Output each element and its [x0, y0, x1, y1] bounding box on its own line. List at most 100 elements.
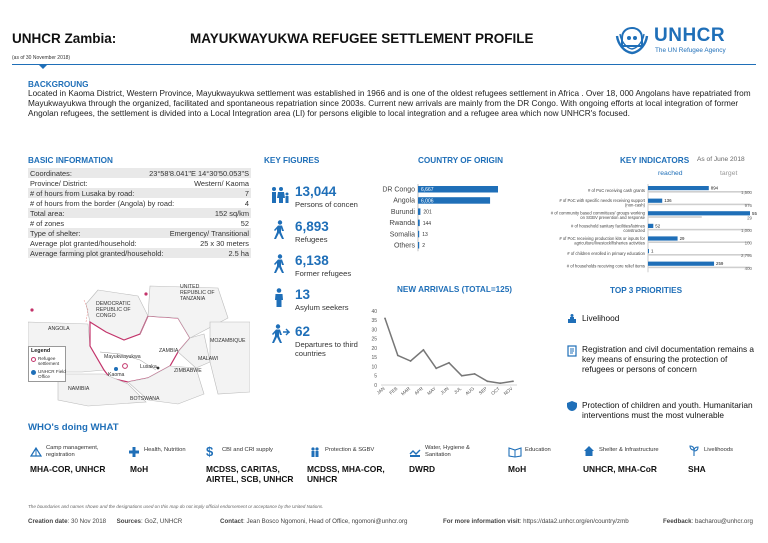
arrivals-ytick-label: 40 — [371, 309, 377, 315]
map-label-angola: ANGOLA — [48, 326, 70, 332]
figure-departures-value: 62 — [295, 324, 311, 339]
footer-disclaimer: The boundaries and names shown and the d… — [28, 504, 324, 509]
arrivals-point — [435, 367, 438, 370]
legend-refugee: Refugee settlement — [38, 356, 60, 366]
indicator-reached-bar — [648, 211, 750, 216]
origin-value-label: 13 — [422, 232, 428, 238]
origin-value-label: 6,667 — [421, 187, 434, 193]
family-icon — [270, 186, 290, 209]
background-text: Located in Kaoma District, Western Provi… — [28, 89, 751, 119]
legend-title: Legend — [31, 348, 51, 354]
key-figures-title: KEY FIGURES — [264, 156, 320, 165]
arrivals-xtick-label: SEP — [478, 386, 488, 396]
who-category-cbi: CBI and CRI supply — [222, 447, 273, 453]
origin-category-label: DR Congo — [382, 187, 415, 194]
contact-value: Jean Bosco Ngomoni, Head of Office, ngom… — [246, 518, 408, 525]
arrivals-xtick-label: APR — [414, 386, 425, 396]
origin-bar — [418, 230, 420, 238]
arrivals-point — [499, 382, 502, 385]
arrivals-xtick-label: MAR — [400, 386, 412, 397]
figure-refugees-label: Refugees — [295, 235, 328, 244]
person-icon — [273, 288, 285, 313]
origin-bar — [418, 219, 420, 227]
country-title: UNHCR Zambia: — [12, 31, 117, 46]
priorities-title: TOP 3 PRIORITIES — [610, 286, 683, 295]
indicator-reached-bar — [648, 261, 715, 266]
indicator-label: # of household sanitary facilities/latri… — [571, 223, 645, 228]
map-label-zambia: ZAMBIA — [159, 348, 179, 354]
who-orgs-camp: MHA-COR, UNHCR — [30, 464, 106, 474]
indicator-label: # of households receiving core relief it… — [567, 264, 645, 269]
figure-asylum-value: 13 — [295, 287, 311, 302]
indicator-reached-bar — [648, 249, 649, 254]
arrivals-point — [422, 348, 425, 351]
field-office-icon — [31, 370, 36, 375]
arrivals-ytick-label: 25 — [371, 337, 377, 343]
logo-subtitle: The UN Refugee Agency — [655, 47, 726, 54]
table-row: # of hours from the border (Angola) by r… — [30, 198, 249, 208]
footer-contact: Contact: Jean Bosco Ngomoni, Head of Off… — [220, 518, 408, 525]
origin-value-label: 201 — [423, 210, 432, 216]
indicator-target-bar — [648, 241, 750, 243]
creation-value: 30 Nov 2018 — [71, 518, 107, 525]
map-label-tanzania: UNITED REPUBLIC OF TANZANIA — [180, 284, 215, 302]
origin-category-label: Somalia — [390, 231, 415, 238]
feedback-link[interactable]: bacharou@unhcr.org — [695, 518, 753, 525]
contact-label: Contact — [220, 518, 244, 525]
sources-value: GoZ, UNHCR — [144, 518, 183, 525]
camp-management-icon — [29, 445, 43, 463]
map-label-lusaka: Lusaka — [140, 364, 157, 370]
who-doing-what-title: WHO's doing WHAT — [28, 422, 119, 433]
arrivals-ytick-label: 35 — [371, 318, 377, 324]
table-row: Average plot granted/household: 25 x 30 m… — [30, 238, 249, 248]
arrivals-xtick-label: JUN — [440, 386, 450, 396]
table-row: # of zones 52 — [30, 218, 249, 228]
info-link[interactable]: https://data2.unhcr.org/en/country/zmb — [523, 518, 629, 525]
logo-text: UNHCR — [654, 25, 726, 46]
who-orgs-livelihoods: SHA — [688, 464, 706, 474]
education-icon — [508, 445, 522, 463]
figure-former-label: Former refugees — [295, 269, 352, 278]
arrivals-point — [473, 373, 476, 375]
indicator-reached-label: 55 — [752, 211, 757, 216]
map-legend: Legend Refugee settlement UNHCR Field Of… — [28, 346, 66, 382]
feedback-label: Feedback — [663, 518, 692, 525]
indicator-target-bar — [648, 203, 750, 206]
indicator-label: (non-cash) — [625, 203, 646, 208]
map-label-zimbabwe: ZIMBABWE — [174, 368, 202, 374]
table-row: # of hours from Lusaka by road: 7 — [28, 188, 251, 198]
indicator-target-label: 976 — [745, 203, 753, 208]
indicator-target-bar — [648, 228, 750, 231]
origin-category-label: Rwanda — [389, 220, 415, 227]
arrivals-xtick-label: FEB — [388, 386, 398, 396]
origin-category-label: Others — [394, 243, 416, 250]
header-divider — [12, 64, 756, 65]
map-label-kaoma: Kaoma — [108, 372, 125, 378]
indicator-reached-label: 259 — [716, 261, 724, 266]
protection-icon — [566, 399, 578, 417]
map-label-mozambique: MOZAMBIQUE — [210, 338, 246, 344]
origin-bar — [418, 208, 421, 215]
unhcr-logo: UNHCR The UN Refugee Agency — [612, 22, 760, 58]
priority-1: Livelihood — [582, 313, 620, 323]
creation-label: Creation date — [28, 518, 68, 525]
indicator-label: # of PoC receiving cash grants — [588, 188, 645, 193]
figure-departures-label: Departures to third countries — [295, 340, 358, 358]
who-category-health: Health, Nutrition — [144, 447, 186, 453]
legend-office: UNHCR Field Office — [38, 369, 66, 379]
indicator-target-label: 29 — [747, 215, 752, 220]
livelihoods-icon — [688, 444, 700, 462]
origin-value-label: 2 — [422, 243, 425, 249]
arrivals-xtick-label: AUG — [464, 386, 475, 397]
indicator-reached-label: 136 — [664, 198, 672, 203]
indicator-label: on SGBV prevention and response — [580, 215, 645, 220]
arrivals-xtick-label: JUL — [453, 386, 463, 395]
basic-info-title: BASIC INFORMATION — [28, 156, 113, 165]
figure-persons-value: 13,044 — [295, 184, 337, 199]
indicator-reached-label: 52 — [655, 223, 660, 228]
indicator-reached-bar — [648, 186, 709, 191]
new-arrivals-chart: 0 5 10 15 20 25 30 35 40 JAN FEB MAR APR MAY JUN JUL AUG… — [371, 309, 517, 397]
indicator-target-label: 2,795 — [741, 253, 753, 258]
shelter-icon — [583, 444, 595, 462]
map-label-botswana: BOTSWANA — [130, 396, 160, 402]
